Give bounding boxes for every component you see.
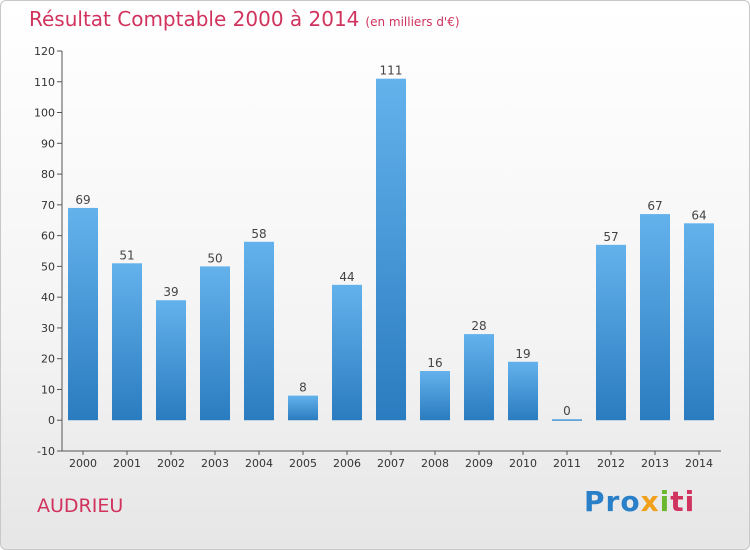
x-tick-label: 2012 <box>597 457 625 470</box>
data-label: 0 <box>563 404 571 418</box>
x-tick-label: 2009 <box>465 457 493 470</box>
proxiti-logo: Proxiti <box>584 485 695 518</box>
bar <box>68 207 98 421</box>
x-tick-label: 2013 <box>641 457 669 470</box>
y-tick-label: 120 <box>34 45 55 58</box>
bar <box>288 395 318 421</box>
data-label: 44 <box>339 270 354 284</box>
x-tick-label: 2004 <box>245 457 273 470</box>
logo-part: Pro <box>584 485 641 518</box>
data-label: 16 <box>427 356 442 370</box>
chart-subtitle: (en milliers d'€) <box>365 15 460 29</box>
y-tick-label: 100 <box>34 107 55 120</box>
x-tick-label: 2003 <box>201 457 229 470</box>
y-tick-label: 10 <box>41 383 55 396</box>
data-label: 50 <box>207 251 222 265</box>
y-tick-label: 20 <box>41 353 55 366</box>
x-tick-label: 2006 <box>333 457 361 470</box>
bar <box>112 263 142 421</box>
x-tick-label: 2010 <box>509 457 537 470</box>
x-tick-label: 2001 <box>113 457 141 470</box>
data-label: 51 <box>119 248 134 262</box>
bar <box>420 371 450 421</box>
x-tick-label: 2005 <box>289 457 317 470</box>
x-tick-label: 2008 <box>421 457 449 470</box>
y-tick-label: 50 <box>41 260 55 273</box>
y-tick-label: 80 <box>41 168 55 181</box>
data-label: 67 <box>647 199 662 213</box>
logo-part: i <box>659 485 671 518</box>
chart-title: Résultat Comptable 2000 à 2014 (en millie… <box>29 7 460 31</box>
data-label: 57 <box>603 230 618 244</box>
y-tick-label: 30 <box>41 322 55 335</box>
x-tick-label: 2011 <box>553 457 581 470</box>
y-tick-label: 0 <box>48 414 55 427</box>
bar <box>552 419 582 421</box>
city-name: AUDRIEU <box>37 495 124 517</box>
bar <box>244 241 274 421</box>
data-label: 111 <box>380 64 403 78</box>
bar <box>156 300 186 421</box>
data-label: 64 <box>691 208 706 222</box>
bar <box>596 244 626 421</box>
y-tick-label: 40 <box>41 291 55 304</box>
logo-part: ti <box>670 485 696 518</box>
chart-title-text: Résultat Comptable 2000 à 2014 <box>29 7 360 31</box>
bar <box>332 284 362 421</box>
bar <box>640 214 670 421</box>
bar <box>200 266 230 421</box>
x-tick-label: 2002 <box>157 457 185 470</box>
bar <box>508 361 538 421</box>
y-tick-label: 70 <box>41 199 55 212</box>
bar <box>464 334 494 421</box>
bar <box>376 78 406 421</box>
data-label: 8 <box>299 381 307 395</box>
data-label: 58 <box>251 227 266 241</box>
bar <box>684 223 714 421</box>
data-label: 28 <box>471 319 486 333</box>
logo-part: x <box>640 485 660 518</box>
y-tick-label: 90 <box>41 137 55 150</box>
x-tick-label: 2000 <box>69 457 97 470</box>
x-tick-label: 2007 <box>377 457 405 470</box>
data-label: 19 <box>515 347 530 361</box>
y-tick-label: -10 <box>37 445 55 458</box>
y-tick-label: 60 <box>41 230 55 243</box>
data-label: 39 <box>163 285 178 299</box>
data-label: 69 <box>75 193 90 207</box>
y-tick-label: 110 <box>34 76 55 89</box>
x-tick-label: 2014 <box>685 457 713 470</box>
